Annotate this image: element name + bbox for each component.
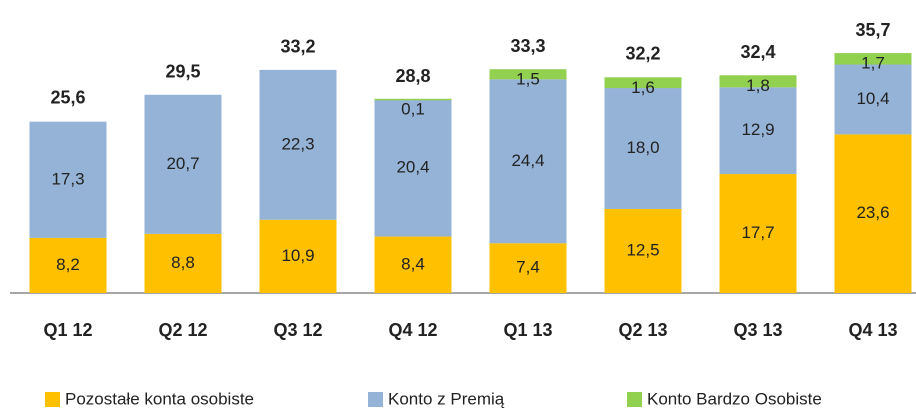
x-tick-label: Q2 12	[158, 320, 207, 340]
value-label: 10,4	[856, 89, 889, 108]
x-tick-label: Q1 12	[43, 320, 92, 340]
bar-segment	[834, 134, 912, 293]
value-label: 18,0	[626, 138, 659, 157]
x-tick-label: Q2 13	[618, 320, 667, 340]
value-label: 1,8	[746, 76, 770, 95]
bar-segment	[489, 243, 567, 293]
x-tick-label: Q3 13	[733, 320, 782, 340]
total-label: 32,4	[740, 42, 775, 62]
x-tick-label: Q4 12	[388, 320, 437, 340]
value-label: 1,5	[516, 70, 540, 89]
value-label: 1,6	[631, 78, 655, 97]
bar-segment	[144, 233, 222, 293]
bar-segment	[604, 77, 682, 89]
total-label: 33,3	[510, 36, 545, 56]
bar-segment	[144, 94, 222, 234]
bar-segment	[29, 237, 107, 293]
value-label: 24,4	[511, 151, 544, 170]
value-label: 22,3	[281, 134, 314, 153]
value-label: 8,2	[56, 255, 80, 274]
bar-segment	[374, 236, 452, 293]
total-label: 29,5	[165, 62, 200, 82]
legend-label: Konto z Premią	[388, 389, 505, 408]
bar-segment	[29, 121, 107, 238]
bar-segment	[374, 98, 452, 101]
bar-segment	[834, 64, 912, 135]
bar-segment	[604, 209, 682, 293]
bar-segment	[719, 87, 797, 175]
x-tick-label: Q4 13	[848, 320, 897, 340]
value-label: 8,4	[401, 254, 425, 273]
bar-segment	[834, 53, 912, 65]
legend-label: Pozostałe konta osobiste	[65, 389, 254, 408]
bar-segment	[259, 219, 337, 293]
legend-swatch	[627, 392, 642, 407]
value-label: 17,7	[741, 223, 774, 242]
total-label: 35,7	[855, 20, 890, 40]
value-label: 10,9	[281, 246, 314, 265]
bar-segment	[604, 88, 682, 209]
value-label: 8,8	[171, 253, 195, 272]
value-label: 0,1	[401, 99, 425, 118]
legend-label: Konto Bardzo Osobiste	[647, 389, 822, 408]
x-tick-label: Q1 13	[503, 320, 552, 340]
bar-segment	[374, 99, 452, 237]
total-label: 33,2	[280, 37, 315, 57]
bar-segment	[489, 69, 567, 80]
bar-segment	[719, 75, 797, 88]
total-label: 28,8	[395, 66, 430, 86]
value-label: 23,6	[856, 203, 889, 222]
value-label: 20,7	[166, 154, 199, 173]
value-label: 12,5	[626, 240, 659, 259]
value-label: 1,7	[861, 54, 885, 73]
bar-segment	[489, 79, 567, 244]
legend-swatch	[368, 392, 383, 407]
total-label: 25,6	[50, 88, 85, 108]
x-tick-label: Q3 12	[273, 320, 322, 340]
value-label: 20,4	[396, 157, 429, 176]
bar-segment	[259, 69, 337, 220]
legend-swatch	[45, 392, 60, 407]
value-label: 12,9	[741, 120, 774, 139]
total-label: 32,2	[625, 43, 660, 63]
bar-segment	[719, 174, 797, 293]
value-label: 7,4	[516, 258, 540, 277]
value-label: 17,3	[51, 169, 84, 188]
